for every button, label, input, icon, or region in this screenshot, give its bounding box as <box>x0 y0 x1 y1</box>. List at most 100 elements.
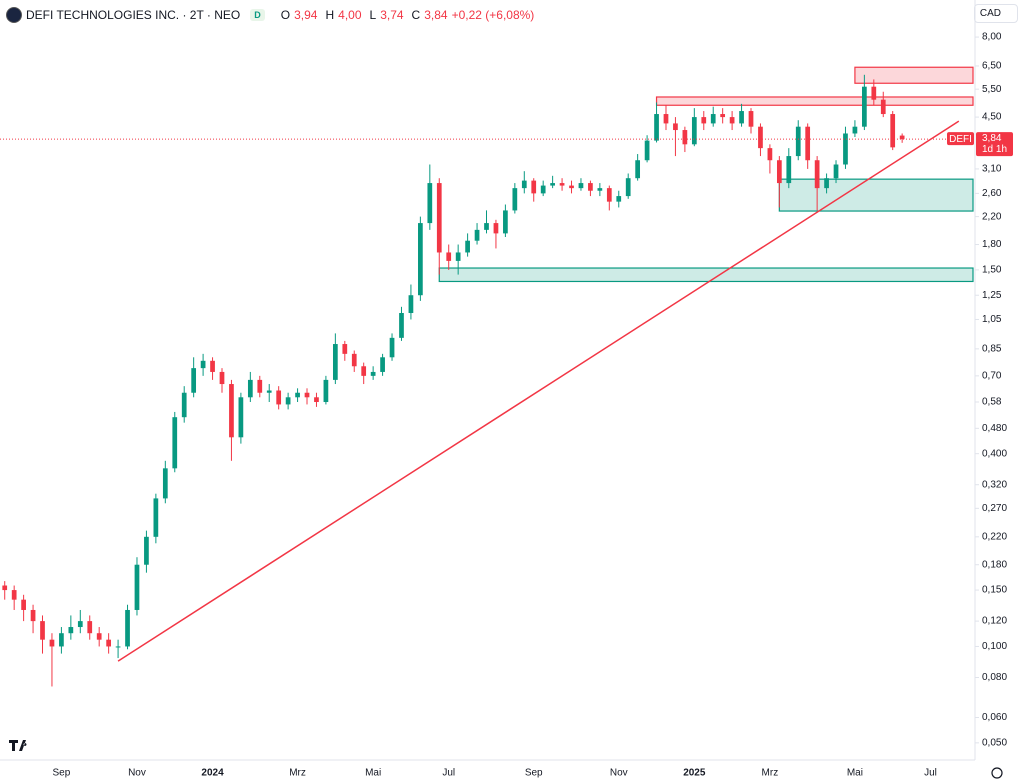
candle-body <box>654 114 659 141</box>
zone <box>438 267 974 283</box>
candle-body <box>691 117 697 145</box>
candle-body <box>30 609 36 622</box>
ohlc-key: C <box>411 8 421 22</box>
candle-body <box>720 114 726 118</box>
y-tick-label: 0,70 <box>982 370 1002 381</box>
settings-icon[interactable] <box>991 767 1003 779</box>
candle-body <box>181 392 187 418</box>
candle-body <box>559 183 565 186</box>
candle-body <box>578 183 584 189</box>
y-tick-label: 4,50 <box>982 112 1002 123</box>
symbol-title: DEFI TECHNOLOGIES INC. · 2T · NEO <box>26 8 241 22</box>
candle-body <box>200 360 206 369</box>
y-tick-label: 1,25 <box>982 290 1002 301</box>
y-tick-label: 1,05 <box>982 314 1002 325</box>
y-tick-label: 0,180 <box>982 559 1007 570</box>
candle-body <box>427 183 433 224</box>
candle-body <box>550 183 555 186</box>
candle-body <box>493 223 499 234</box>
ohlc-value: 3,94 <box>294 8 318 22</box>
candle-body <box>786 156 792 184</box>
candle-body <box>11 590 17 600</box>
ohlc-key: H <box>325 8 335 22</box>
candle-body <box>229 384 234 438</box>
candle-body <box>96 633 102 640</box>
candle-body <box>191 368 197 393</box>
currency-button[interactable]: CAD <box>973 4 1018 23</box>
y-tick-label: 5,50 <box>982 84 1002 95</box>
candle-body <box>852 126 858 134</box>
candle-body <box>824 178 829 189</box>
zone <box>778 178 974 212</box>
candle-body <box>210 360 215 372</box>
badge: D <box>250 9 265 21</box>
ohlc-key: O <box>280 8 291 22</box>
candle-body <box>871 86 877 100</box>
candle-body <box>880 99 886 115</box>
candle-body <box>795 126 801 157</box>
x-tick-label: Mai <box>365 768 381 779</box>
candle-body <box>899 135 905 140</box>
y-tick-label: 1,50 <box>982 265 1002 276</box>
candle-body <box>588 183 593 191</box>
y-tick-label: 0,85 <box>982 343 1002 354</box>
candle-body <box>776 160 782 184</box>
x-tick-label: Nov <box>610 768 628 779</box>
y-tick-label: 2,60 <box>982 188 1002 199</box>
candle-body <box>465 240 470 253</box>
candle-body <box>314 397 319 403</box>
ohlc-value: 3,84 <box>424 8 448 22</box>
y-tick-label: 0,080 <box>982 672 1007 683</box>
price-tag-timer: 1d 1h <box>982 144 1007 155</box>
candle-body <box>399 313 404 338</box>
candle-body <box>172 417 178 469</box>
candle-body <box>285 397 291 405</box>
candle-body <box>890 114 896 148</box>
y-tick-label: 0,120 <box>982 616 1007 627</box>
candle-body <box>701 117 707 124</box>
candle-body <box>833 164 839 179</box>
candle-body <box>21 599 26 610</box>
x-tick-label: Sep <box>525 768 543 779</box>
y-tick-label: 3,10 <box>982 164 1002 175</box>
candle-body <box>115 646 121 648</box>
candle-body <box>134 564 140 610</box>
y-tick-label: 2,20 <box>982 211 1002 222</box>
candle-body <box>767 148 773 161</box>
candle-body <box>418 223 423 296</box>
candle-body <box>351 353 357 367</box>
candle-body <box>673 123 678 131</box>
symbol-tag-text: DEFI <box>949 134 972 145</box>
ohlc-key: L <box>369 8 377 22</box>
zone <box>655 96 974 106</box>
candle-body <box>512 188 518 211</box>
x-tick-label: 2024 <box>201 768 224 779</box>
candle-body <box>710 114 716 124</box>
candle-body <box>748 111 754 127</box>
candle-body <box>814 160 820 189</box>
y-tick-label: 1,80 <box>982 239 1002 250</box>
x-tick-label: Jul <box>924 768 937 779</box>
y-tick-label: 0,320 <box>982 479 1007 490</box>
candle-body <box>862 86 867 127</box>
tv-logo <box>9 740 27 751</box>
candle-body <box>408 295 414 314</box>
candle-body <box>503 210 508 234</box>
y-tick-label: 0,58 <box>982 397 1002 408</box>
candle-body <box>323 379 329 403</box>
candle-body <box>805 126 811 161</box>
y-tick-label: 8,00 <box>982 32 1002 43</box>
candle-body <box>238 397 244 438</box>
x-tick-label: Jul <box>442 768 455 779</box>
logo <box>6 7 22 23</box>
candle-body <box>295 392 300 398</box>
change: +0,22 (+6,08%) <box>451 8 535 22</box>
candle-body <box>380 357 385 372</box>
candle-body <box>616 196 622 202</box>
candle-body <box>635 160 641 179</box>
y-tick-label: 0,100 <box>982 641 1007 652</box>
candle-body <box>59 633 64 647</box>
candle-body <box>569 185 574 189</box>
candle-body <box>606 188 612 202</box>
